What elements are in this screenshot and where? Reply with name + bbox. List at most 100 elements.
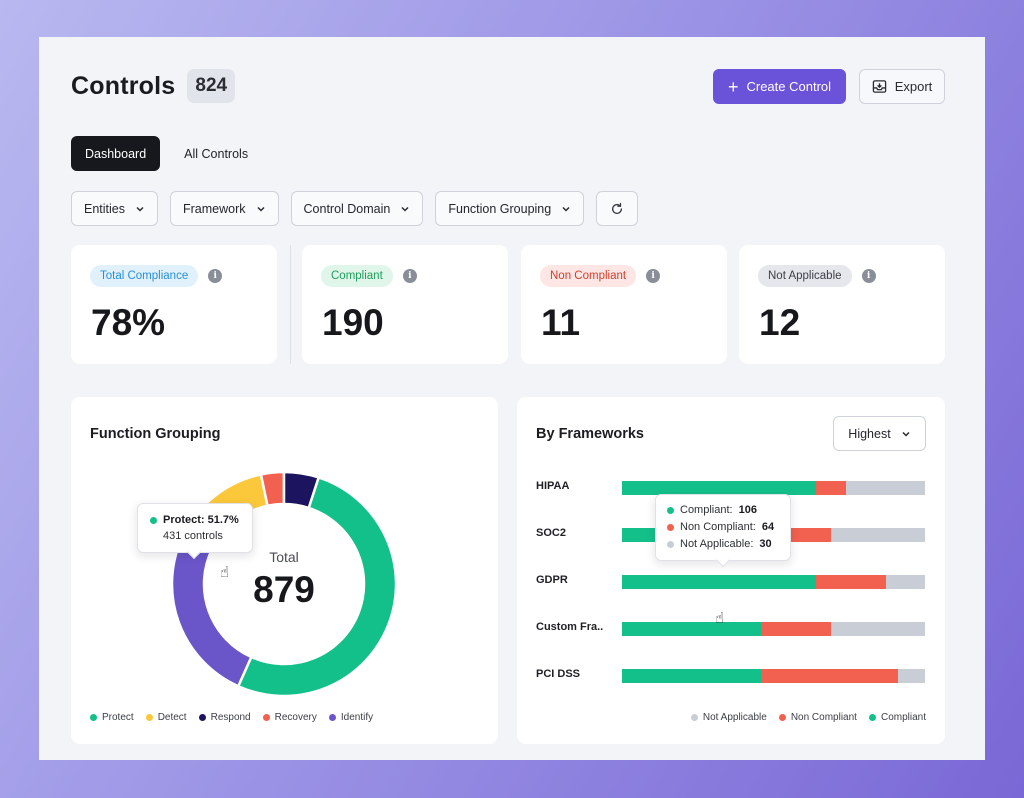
legend-dot [667,524,674,531]
donut-legend: Protect Detect Respond Recovery Identify [90,712,373,723]
tab-all-controls[interactable]: All Controls [184,146,249,161]
export-label: Export [894,79,933,94]
frameworks-legend: Not Applicable Non Compliant Compliant [690,712,926,723]
bar-segment-not-applicable[interactable] [885,575,925,589]
info-icon[interactable]: i [646,269,661,283]
legend-label: Detect [157,712,187,723]
bar-segment-non-compliant[interactable] [761,622,832,636]
bar-segment-compliant[interactable] [622,622,762,636]
legend-dot [667,507,674,514]
plus-icon: + [727,76,739,97]
refresh-filters-button[interactable] [596,191,639,226]
export-button[interactable]: Export [859,69,945,104]
legend-item-protect[interactable]: Protect [90,712,134,723]
stat-card-total-compliance: Total Compliance i 78% [71,245,277,364]
donut-slice-respond[interactable] [282,470,321,510]
framework-label: GDPR [536,574,568,586]
info-icon[interactable]: i [861,269,876,283]
tab-dashboard[interactable]: Dashboard [71,136,161,171]
legend-item-compliant[interactable]: Compliant [868,712,926,723]
bar-segment-not-applicable[interactable] [897,669,925,683]
hand-pointer-icon: ☝ [715,610,725,627]
tooltip-value: 64 [761,521,775,533]
legend-item-identify[interactable]: Identify [328,712,374,723]
tooltip-subtext: 431 controls [163,530,223,542]
filter-function-grouping[interactable]: Function Grouping [435,191,585,226]
tooltip-label: Non Compliant: [680,521,756,533]
by-frameworks-card: By Frameworks Highest HIPAA SOC2 GDPR Custo… [517,397,945,744]
bar-segment-compliant[interactable] [622,669,762,683]
legend-item-respond[interactable]: Respond [198,712,251,723]
info-icon[interactable]: i [402,269,417,283]
legend-dot [262,714,270,721]
sort-dropdown[interactable]: Highest [833,416,926,451]
create-control-button[interactable]: + Create Control [713,69,846,104]
framework-bar[interactable] [622,481,925,495]
status-badge: Compliant [321,265,393,287]
bar-segment-non-compliant[interactable] [815,575,886,589]
framework-label: Custom Fra.. [536,621,604,633]
legend-dot [868,714,876,721]
bar-segment-not-applicable[interactable] [831,528,925,542]
legend-label: Non Compliant [790,712,857,723]
legend-dot [90,714,97,721]
header: Controls 824 [71,69,236,103]
sort-label: Highest [848,426,891,441]
legend-item-detect[interactable]: Detect [145,712,187,723]
stat-value: 12 [759,302,801,343]
status-badge: Non Compliant [540,265,637,287]
framework-bar[interactable] [622,669,925,683]
chevron-down-icon [136,206,144,212]
frameworks-tooltip: Compliant: 106 Non Compliant: 64 Not Appli… [655,494,791,561]
legend-dot [198,714,206,721]
legend-label: Not Applicable [702,712,767,723]
card-title: By Frameworks [536,426,644,442]
legend-dot [145,714,153,721]
legend-item-recovery[interactable]: Recovery [262,712,317,723]
legend-label: Identify [340,712,374,723]
tooltip-value: 30 [759,538,772,550]
tooltip-title: Protect: 51.7% [163,514,239,526]
stat-card-not-applicable: Not Applicable i 12 [739,245,945,364]
bar-segment-compliant[interactable] [622,575,816,589]
framework-label: PCI DSS [536,668,581,680]
bar-segment-non-compliant[interactable] [815,481,847,495]
tooltip-label: Compliant: [680,504,733,516]
filter-control-domain[interactable]: Control Domain [290,191,424,226]
controls-panel: Controls 824 + Create Control Export Das… [39,37,985,760]
stat-value: 11 [541,302,581,343]
legend-dot [667,541,674,548]
framework-bar[interactable] [622,622,925,636]
framework-bar[interactable] [622,575,925,589]
legend-label: Recovery [274,712,317,723]
status-badge: Total Compliance [90,265,199,287]
info-icon[interactable]: i [208,269,223,283]
filter-framework[interactable]: Framework [170,191,279,226]
legend-label: Respond [210,712,251,723]
tooltip-label: Not Applicable: [680,538,754,550]
bar-segment-non-compliant[interactable] [761,669,898,683]
legend-dot [150,517,157,524]
card-title: Function Grouping [90,426,221,442]
function-grouping-card: Function Grouping Total 879 Protect: 51.… [71,397,498,744]
legend-item-not-applicable[interactable]: Not Applicable [690,712,767,723]
filter-entities[interactable]: Entities [71,191,158,226]
page-title: Controls [71,71,176,100]
bar-segment-compliant[interactable] [622,481,816,495]
chevron-down-icon [401,206,409,212]
create-control-label: Create Control [746,79,832,94]
donut-slice-protect[interactable] [236,475,398,698]
legend-item-non-compliant[interactable]: Non Compliant [778,712,857,723]
bar-segment-not-applicable[interactable] [846,481,925,495]
framework-label: SOC2 [536,527,566,539]
legend-dot [328,714,336,721]
controls-count-badge: 824 [187,69,236,103]
bar-segment-not-applicable[interactable] [831,622,925,636]
stat-divider [290,245,291,364]
status-badge: Not Applicable [758,265,852,287]
legend-label: Compliant [880,712,926,723]
filter-label: Entities [84,201,125,216]
stat-value: 78% [91,302,166,343]
stat-value: 190 [322,302,384,343]
chevron-down-icon [562,206,570,212]
